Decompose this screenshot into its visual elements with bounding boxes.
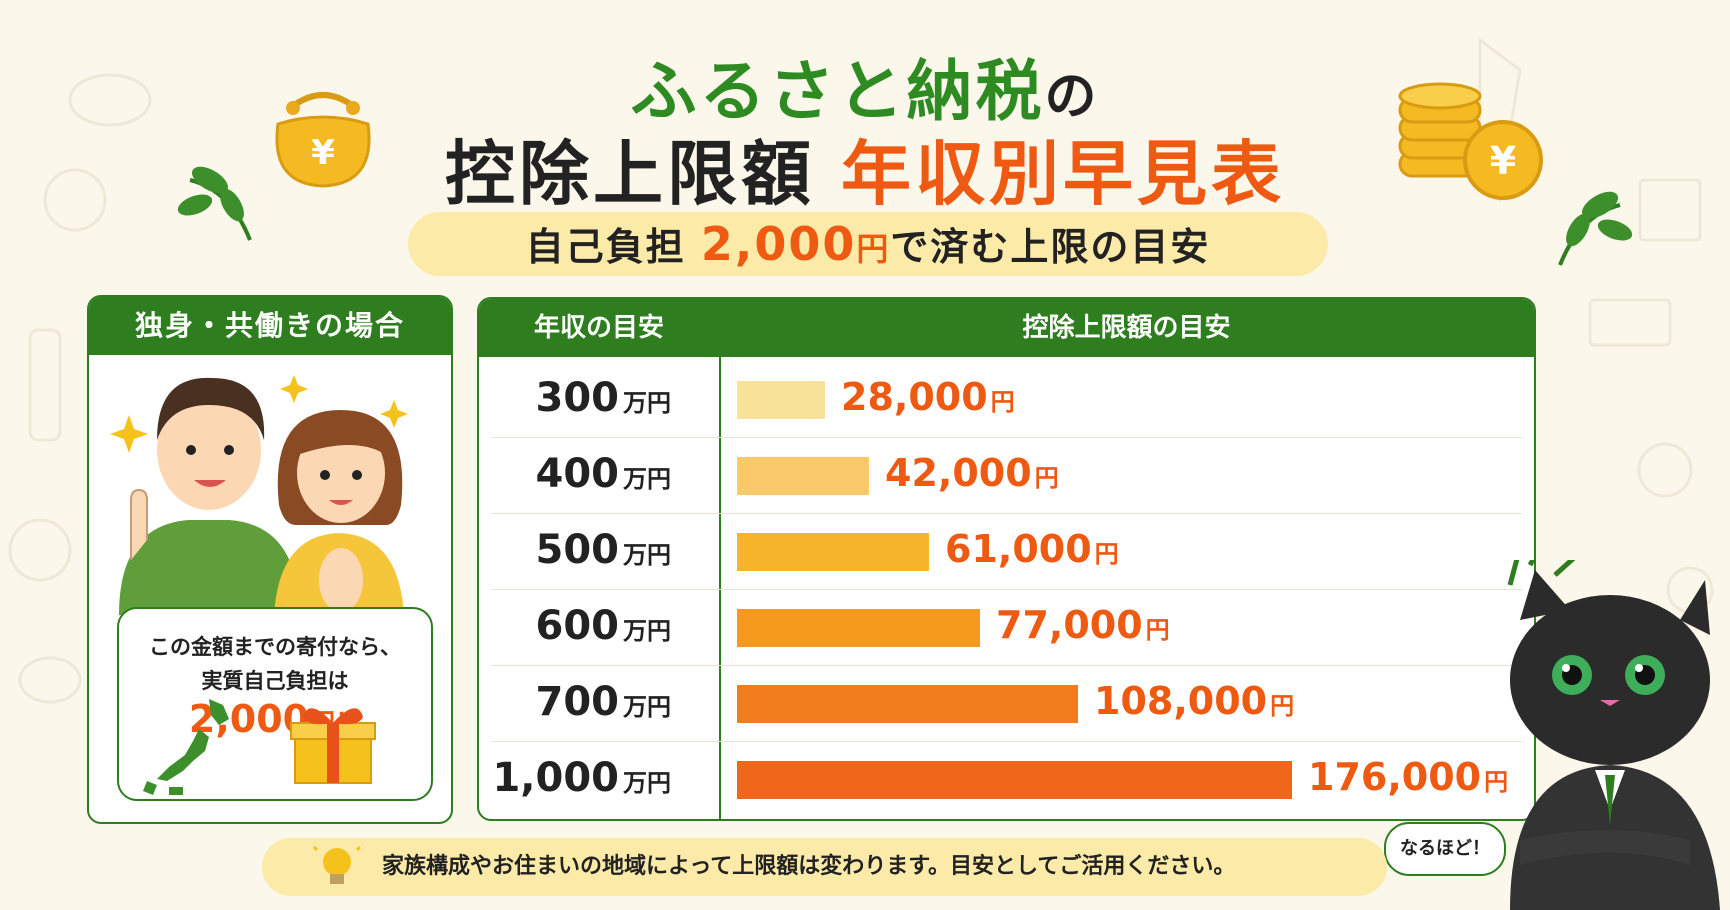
deduction-bar <box>737 685 1078 723</box>
japan-map-icon <box>143 699 229 795</box>
income-value: 600 <box>535 603 620 649</box>
title-particle: の <box>1044 67 1100 127</box>
income-label: 400 万円 <box>479 451 672 497</box>
header-deduction-limit: 控除上限額の目安 <box>1022 313 1231 343</box>
subtitle-yen: 円 <box>856 230 891 268</box>
gift-box-icon <box>290 708 376 784</box>
income-value: 300 <box>535 375 620 421</box>
header-income: 年収の目安 <box>533 313 664 343</box>
subtitle-banner: 自己負担 2,000円で済む上限の目安 <box>408 212 1328 276</box>
income-label: 500 万円 <box>479 527 672 573</box>
title-deduction-limit: 控除上限額 <box>445 133 815 215</box>
row-divider <box>491 589 1522 590</box>
income-unit: 万円 <box>623 769 671 797</box>
income-value: 500 <box>535 527 620 573</box>
svg-text:¥: ¥ <box>311 133 335 173</box>
table-row: 500 万円 61,000 円 <box>479 517 1534 593</box>
coin-stack-icon: ¥ <box>1398 82 1543 200</box>
coin-purse-icon: ¥ <box>275 92 371 188</box>
svg-text:¥: ¥ <box>1490 139 1516 183</box>
deduction-value-label: 61,000 円 <box>945 527 1119 571</box>
row-divider <box>491 741 1522 742</box>
table-header: 年収の目安 控除上限額の目安 <box>479 299 1534 357</box>
single-dual-income-panel: 独身・共働きの場合 この金額までの寄付なら、 実質自己負担は 2,000円！ <box>87 295 453 824</box>
deduction-unit: 円 <box>1145 616 1170 644</box>
deduction-value-label: 77,000 円 <box>996 603 1170 647</box>
deduction-bar <box>737 609 980 647</box>
cat-speech-bubble: なるほど！ <box>1384 822 1506 876</box>
income-label: 600 万円 <box>479 603 672 649</box>
deduction-bar <box>737 457 869 495</box>
speech-bubble: この金額までの寄付なら、 実質自己負担は 2,000円！ <box>117 607 433 801</box>
row-divider <box>491 437 1522 438</box>
income-unit: 万円 <box>623 617 671 645</box>
income-unit: 万円 <box>623 465 671 493</box>
page-title-line2: 控除上限額 年収別早見表 <box>0 118 1730 219</box>
footer-note-banner: 家族構成やお住まいの地域によって上限額は変わります。目安としてご活用ください。 <box>262 838 1387 896</box>
deduction-unit: 円 <box>1034 464 1059 492</box>
couple-illustration <box>110 375 408 615</box>
deduction-bar <box>737 381 825 419</box>
income-unit: 万円 <box>623 541 671 569</box>
black-cat-illustration <box>1507 560 1720 910</box>
column-divider <box>719 357 721 819</box>
deduction-value: 61,000 <box>945 527 1092 571</box>
deduction-value-label: 28,000 円 <box>841 375 1015 419</box>
deduction-value-label: 108,000 円 <box>1094 679 1294 723</box>
deduction-unit: 円 <box>1270 692 1295 720</box>
deduction-value-label: 176,000 円 <box>1308 755 1508 799</box>
deduction-unit: 円 <box>1094 540 1119 568</box>
deduction-unit: 円 <box>990 388 1015 416</box>
deduction-unit: 円 <box>1484 768 1509 796</box>
bubble-amount: 2,000 <box>188 697 310 741</box>
row-divider <box>491 665 1522 666</box>
table-row: 700 万円 108,000 円 <box>479 669 1534 745</box>
income-value: 400 <box>535 451 620 497</box>
footer-note-text: 家族構成やお住まいの地域によって上限額は変わります。目安としてご活用ください。 <box>382 854 1236 879</box>
deduction-value: 176,000 <box>1308 755 1482 799</box>
subtitle-before: 自己負担 <box>525 225 701 269</box>
subtitle-after: で済む上限の目安 <box>890 225 1211 269</box>
title-by-income: 年収別早見表 <box>841 133 1285 215</box>
table-row: 300 万円 28,000 円 <box>479 365 1534 441</box>
table-row: 1,000 万円 176,000 円 <box>479 745 1534 819</box>
deduction-value: 28,000 <box>841 375 988 419</box>
income-unit: 万円 <box>623 693 671 721</box>
row-divider <box>491 513 1522 514</box>
lightbulb-icon <box>312 842 362 884</box>
income-unit: 万円 <box>623 389 671 417</box>
deduction-value: 77,000 <box>996 603 1143 647</box>
income-value: 700 <box>535 679 620 725</box>
deduction-value: 108,000 <box>1094 679 1268 723</box>
subtitle-amount: 2,000 <box>700 217 857 271</box>
deduction-bar <box>737 761 1292 799</box>
income-label: 1,000 万円 <box>479 755 671 801</box>
deduction-value: 42,000 <box>885 451 1032 495</box>
leaf-right-decoration <box>1558 191 1633 266</box>
deduction-value-label: 42,000 円 <box>885 451 1059 495</box>
page-title-line1: ふるさと納税の <box>0 38 1730 134</box>
panel-header: 独身・共働きの場合 <box>89 297 451 355</box>
deduction-bar <box>737 533 929 571</box>
deduction-limit-table: 年収の目安 控除上限額の目安 300 万円 28,000 円 400 万円 42,000 円 5… <box>477 297 1536 821</box>
income-label: 300 万円 <box>479 375 672 421</box>
income-label: 700 万円 <box>479 679 672 725</box>
leaf-left-decoration <box>177 166 252 241</box>
table-row: 400 万円 42,000 円 <box>479 441 1534 517</box>
bubble-line1: この金額までの寄付なら、 <box>149 635 401 659</box>
title-main: ふるさと納税 <box>630 53 1045 130</box>
table-row: 600 万円 77,000 円 <box>479 593 1534 669</box>
bubble-line2: 実質自己負担は <box>201 669 349 693</box>
income-value: 1,000 <box>492 755 619 801</box>
